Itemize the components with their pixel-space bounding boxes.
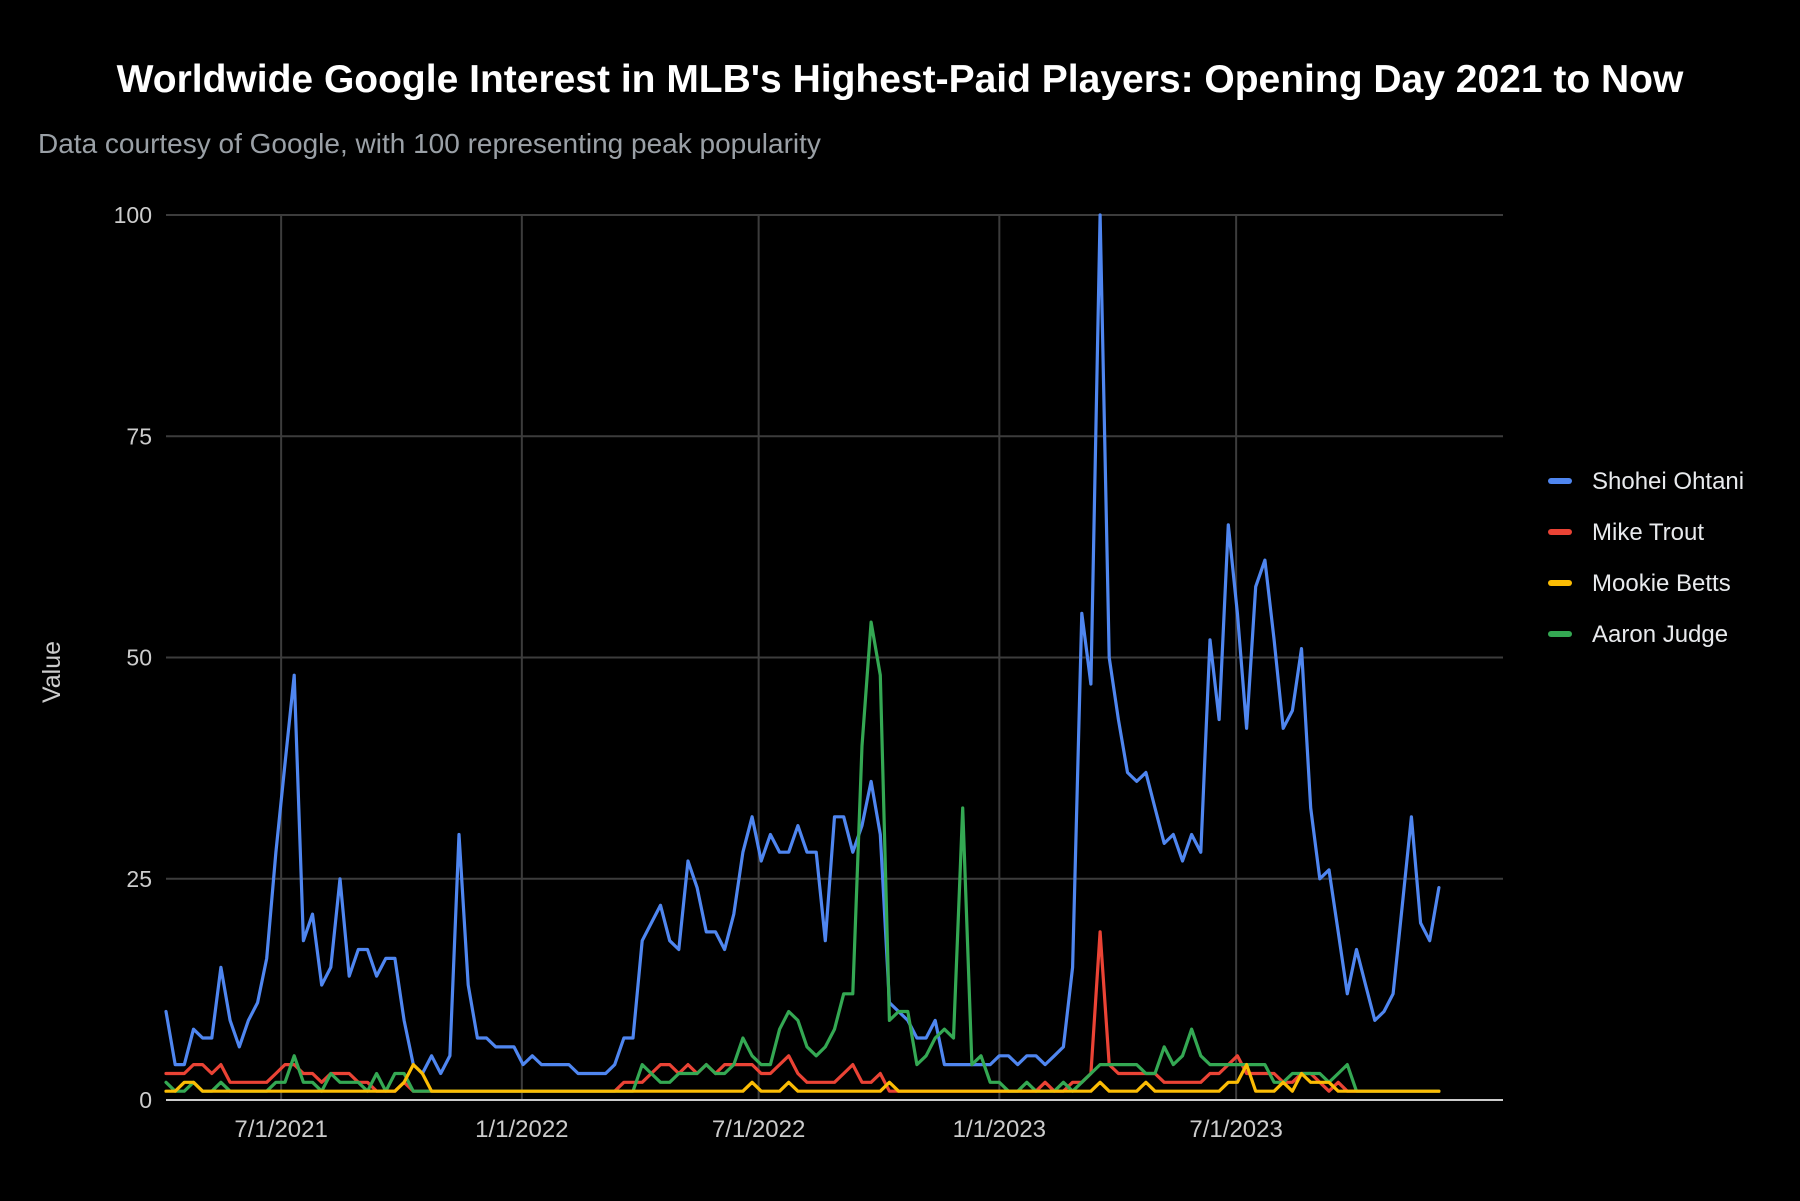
series-line-mookie-betts <box>164 1062 1441 1093</box>
legend-swatch <box>1548 580 1572 586</box>
x-tick-label: 1/1/2023 <box>953 1116 1046 1143</box>
chart-title: Worldwide Google Interest in MLB's Highe… <box>116 58 1684 101</box>
y-tick-label: 50 <box>126 645 152 671</box>
x-tick-label: 1/1/2022 <box>475 1116 568 1143</box>
legend-label: Shohei Ohtani <box>1592 468 1744 495</box>
legend-label: Mike Trout <box>1592 519 1704 546</box>
y-tick-label: 25 <box>126 866 152 892</box>
legend-swatch <box>1548 631 1572 637</box>
legend-item: Mike Trout <box>1548 519 1704 546</box>
legend-item: Mookie Betts <box>1548 570 1731 597</box>
chart-subtitle: Data courtesy of Google, with 100 repres… <box>38 128 821 159</box>
legend-item: Shohei Ohtani <box>1548 468 1744 495</box>
series-line-shohei-ohtani <box>164 213 1441 1076</box>
y-tick-label: 100 <box>114 202 152 228</box>
x-tick-label: 7/1/2021 <box>234 1116 327 1143</box>
gridlines <box>166 214 1503 1100</box>
y-axis-ticks: 0 25 50 75 100 <box>114 202 152 1113</box>
series-lines <box>164 213 1441 1093</box>
y-axis-label: Value <box>38 641 66 703</box>
legend-swatch <box>1548 529 1572 535</box>
series-line-aaron-judge <box>164 620 1441 1093</box>
x-axis-ticks: 7/1/2021 1/1/2022 7/1/2022 1/1/2023 7/1/2023 <box>234 1116 1282 1143</box>
y-tick-label: 75 <box>126 423 152 449</box>
legend-item: Aaron Judge <box>1548 621 1728 648</box>
legend: Shohei Ohtani Mike Trout Mookie Betts Aaron… <box>1548 468 1744 648</box>
x-tick-label: 7/1/2022 <box>712 1116 805 1143</box>
y-tick-label: 0 <box>139 1087 152 1113</box>
legend-label: Mookie Betts <box>1592 570 1731 597</box>
legend-label: Aaron Judge <box>1592 621 1728 648</box>
legend-swatch <box>1548 478 1572 484</box>
x-tick-label: 7/1/2023 <box>1189 1116 1282 1143</box>
